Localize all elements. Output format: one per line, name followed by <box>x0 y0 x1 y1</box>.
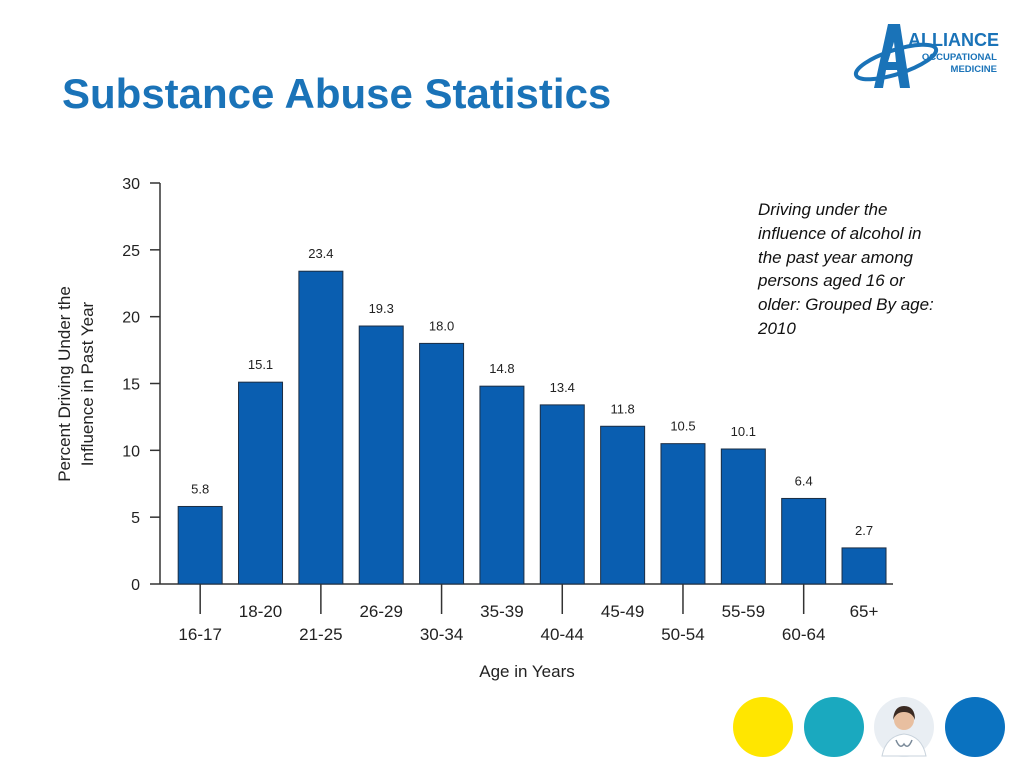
y-axis-title-line-1: Percent Driving Under the <box>55 286 74 482</box>
logo-letter-a <box>874 24 910 88</box>
bar-30-34 <box>419 342 465 585</box>
data-label-16-17: 5.8 <box>191 481 209 496</box>
chart-caption: Driving under the influence of alcohol i… <box>758 200 934 338</box>
x-tick-label: 50-54 <box>661 625 704 644</box>
data-label-26-29: 19.3 <box>369 301 394 316</box>
blue-circle <box>945 697 1005 757</box>
alliance-logo: ALLIANCE OCCUPATIONAL MEDICINE <box>853 24 999 88</box>
x-tick-label: 35-39 <box>480 602 523 621</box>
logo-line-1: ALLIANCE <box>908 30 999 50</box>
bar-18-20 <box>238 381 284 585</box>
bar-40-44 <box>539 404 585 585</box>
data-label-21-25: 23.4 <box>308 246 333 261</box>
slide-title: Substance Abuse Statistics <box>62 70 612 117</box>
x-tick-label: 26-29 <box>359 602 402 621</box>
y-tick-label: 20 <box>122 310 140 327</box>
bar-65+ <box>841 547 887 585</box>
bar-50-54 <box>660 443 706 585</box>
logo-line-3: MEDICINE <box>951 64 997 75</box>
data-label-55-59: 10.1 <box>731 424 756 439</box>
x-tick-label: 55-59 <box>722 602 765 621</box>
data-label-40-44: 13.4 <box>550 380 575 395</box>
data-label-35-39: 14.8 <box>489 361 514 376</box>
data-label-30-34: 18.0 <box>429 318 454 333</box>
data-label-65+: 2.7 <box>855 523 873 538</box>
x-tick-label: 60-64 <box>782 625 825 644</box>
y-tick-label: 0 <box>131 577 140 594</box>
data-label-50-54: 10.5 <box>670 419 695 434</box>
y-tick-label: 25 <box>122 243 140 260</box>
y-tick-label: 15 <box>122 377 140 394</box>
y-tick-label: 5 <box>131 510 140 527</box>
y-tick-label: 30 <box>122 176 140 193</box>
bar-16-17 <box>177 505 223 585</box>
teal-circle <box>804 697 864 757</box>
data-label-18-20: 15.1 <box>248 357 273 372</box>
bar-35-39 <box>479 385 525 585</box>
x-tick-label: 65+ <box>850 602 879 621</box>
data-label-60-64: 6.4 <box>795 473 813 488</box>
x-axis-title: Age in Years <box>479 662 574 681</box>
x-tick-label: 16-17 <box>178 625 221 644</box>
bar-21-25 <box>298 270 344 585</box>
bar-60-64 <box>781 497 827 585</box>
y-axis-title-line-2: Influence in Past Year <box>78 301 97 466</box>
x-tick-label: 18-20 <box>239 602 282 621</box>
y-tick-label: 10 <box>122 443 140 460</box>
logo-line-2: OCCUPATIONAL <box>922 52 997 63</box>
data-label-45-49: 11.8 <box>610 401 634 416</box>
yellow-circle <box>733 697 793 757</box>
bar-55-59 <box>720 448 766 585</box>
doctor-photo <box>874 697 934 757</box>
x-tick-label: 40-44 <box>541 625 584 644</box>
bar-26-29 <box>358 325 404 585</box>
x-tick-label: 21-25 <box>299 625 342 644</box>
decorative-circles <box>733 697 1005 757</box>
x-tick-label: 45-49 <box>601 602 644 621</box>
x-tick-label: 30-34 <box>420 625 463 644</box>
bar-45-49 <box>600 425 646 585</box>
